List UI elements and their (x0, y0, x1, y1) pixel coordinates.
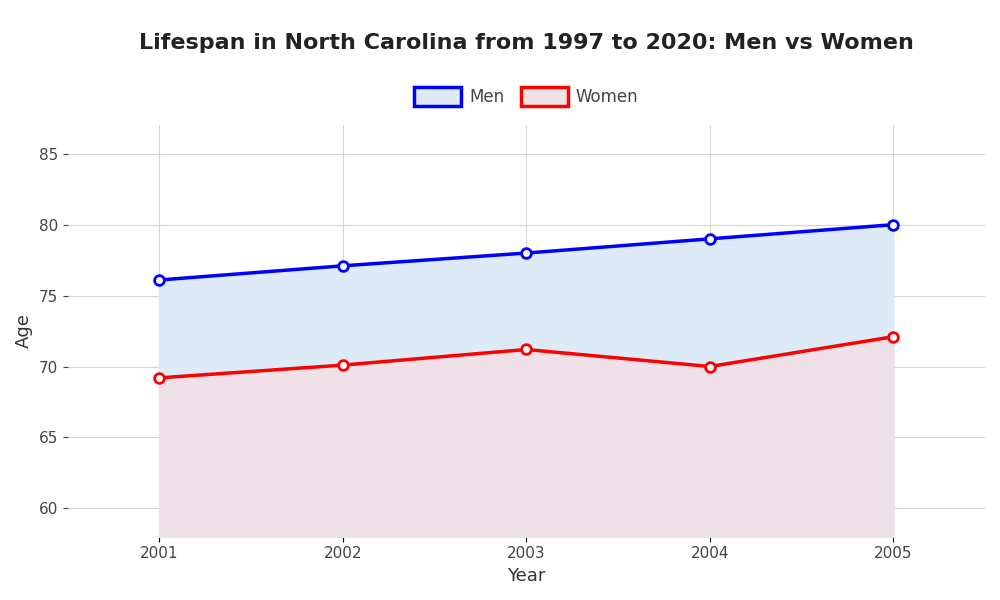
X-axis label: Year: Year (507, 567, 546, 585)
Title: Lifespan in North Carolina from 1997 to 2020: Men vs Women: Lifespan in North Carolina from 1997 to … (139, 33, 914, 53)
Legend: Men, Women: Men, Women (407, 80, 645, 113)
Y-axis label: Age: Age (15, 314, 33, 349)
